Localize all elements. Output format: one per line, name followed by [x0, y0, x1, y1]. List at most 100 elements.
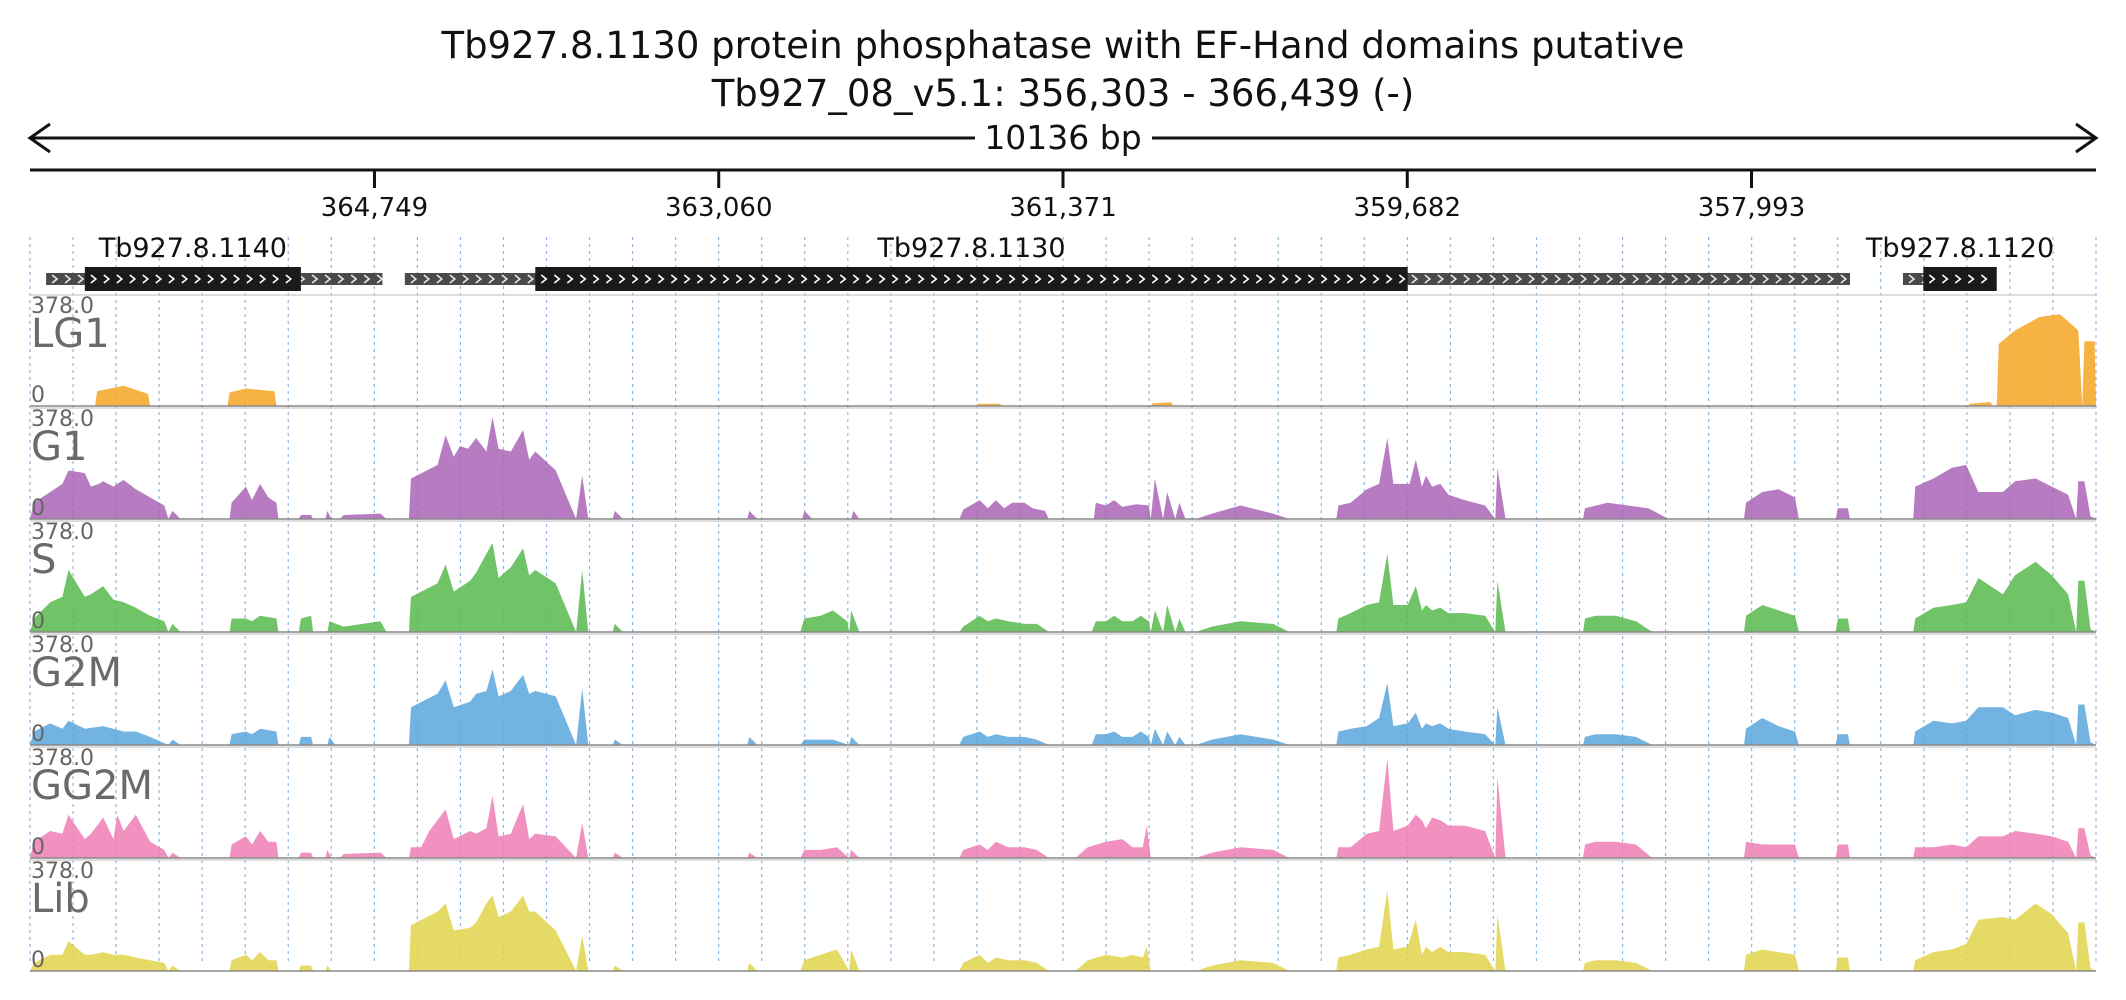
strand-arrow — [904, 274, 912, 284]
strand-arrow — [969, 274, 977, 284]
strand-arrow — [696, 274, 704, 284]
strand-arrow — [1788, 274, 1796, 284]
strand-arrow — [1928, 274, 1936, 284]
strand-arrow — [1333, 274, 1341, 284]
strand-arrow — [129, 274, 137, 284]
strand-arrow — [1541, 274, 1549, 284]
coverage-area-lg1 — [30, 314, 2096, 406]
strand-arrow — [566, 274, 574, 284]
track-scale-min: 0 — [31, 835, 45, 860]
strand-arrow — [259, 274, 267, 284]
strand-arrow — [181, 274, 189, 284]
track-scale-min: 0 — [31, 383, 45, 408]
strand-arrow — [1775, 274, 1783, 284]
gene-cds-arrows-0 — [90, 274, 293, 284]
track-scale-max: 378.0 — [31, 294, 94, 319]
strand-arrow — [246, 274, 254, 284]
strand-arrow — [77, 274, 85, 284]
span-label: 10136 bp — [984, 118, 1141, 157]
track-g1: 378.0 0 G1 — [30, 407, 2096, 521]
strand-arrow — [748, 274, 756, 284]
strand-arrow — [774, 274, 782, 284]
strand-arrow — [1941, 274, 1949, 284]
strand-arrow — [995, 274, 1003, 284]
coverage-area-g2m — [30, 669, 2096, 745]
span-arrow-right-head — [2075, 122, 2099, 154]
strand-arrow — [1749, 274, 1757, 284]
track-name-s: S — [31, 537, 56, 583]
strand-arrow — [1294, 274, 1302, 284]
strand-arrow — [1954, 274, 1962, 284]
strand-arrow — [285, 274, 293, 284]
strand-arrow — [1463, 274, 1471, 284]
strand-arrow — [1281, 274, 1289, 284]
strand-arrow — [488, 274, 496, 284]
strand-arrow — [1645, 274, 1653, 284]
strand-arrow — [1073, 274, 1081, 284]
strand-arrow — [1814, 274, 1822, 284]
strand-arrow — [423, 274, 431, 284]
strand-arrow — [1138, 274, 1146, 284]
strand-arrow — [116, 274, 124, 284]
strand-arrow — [605, 274, 613, 284]
strand-arrow — [709, 274, 717, 284]
strand-arrow — [1372, 274, 1380, 284]
coverage-area-lib — [30, 890, 2096, 971]
track-gg2m: 378.0 0 GG2M — [30, 746, 2096, 860]
strand-arrow — [337, 274, 345, 284]
strand-arrow — [592, 274, 600, 284]
strand-arrow — [51, 274, 59, 284]
track-lib: 378.0 0 Lib — [30, 859, 2096, 973]
strand-arrow — [410, 274, 418, 284]
strand-arrow — [90, 274, 98, 284]
strand-arrow — [514, 274, 522, 284]
strand-arrow — [64, 274, 72, 284]
strand-arrow — [579, 274, 587, 284]
strand-arrow — [1515, 274, 1523, 284]
strand-arrow — [1099, 274, 1107, 284]
strand-arrow — [1437, 274, 1445, 284]
track-scale-max: 378.0 — [31, 407, 94, 432]
strand-arrow — [735, 274, 743, 284]
track-scale-min: 0 — [31, 722, 45, 747]
strand-arrow — [1164, 274, 1172, 284]
gene-cds-arrows-1 — [540, 274, 1406, 284]
strand-arrow — [168, 274, 176, 284]
track-scale-max: 378.0 — [31, 859, 94, 884]
strand-arrow — [363, 274, 371, 284]
strand-arrow — [155, 274, 163, 284]
tick-label-4: 357,993 — [1698, 193, 1806, 223]
strand-arrow — [1216, 274, 1224, 284]
strand-arrow — [1450, 274, 1458, 284]
strand-arrow — [865, 274, 873, 284]
strand-arrow — [644, 274, 652, 284]
strand-arrow — [722, 274, 730, 284]
strand-arrow — [657, 274, 665, 284]
strand-arrow — [376, 274, 384, 284]
strand-arrow — [1801, 274, 1809, 284]
strand-arrow — [800, 274, 808, 284]
span-ruler: 10136 bp — [27, 118, 2099, 157]
strand-arrow — [272, 274, 280, 284]
strand-arrow — [1528, 274, 1536, 284]
strand-arrow — [1359, 274, 1367, 284]
strand-arrow — [1632, 274, 1640, 284]
strand-arrow — [1567, 274, 1575, 284]
track-name-gg2m: GG2M — [31, 763, 153, 809]
chart-subtitle: Tb927_08_v5.1: 356,303 - 366,439 (-) — [711, 72, 1415, 115]
strand-arrow — [553, 274, 561, 284]
tick-label-3: 359,682 — [1353, 193, 1461, 223]
track-scale-max: 378.0 — [31, 520, 94, 545]
strand-arrow — [1736, 274, 1744, 284]
strand-arrow — [350, 274, 358, 284]
track-s: 378.0 0 S — [30, 520, 2096, 634]
strand-arrow — [1229, 274, 1237, 284]
strand-arrow — [839, 274, 847, 284]
strand-arrow — [1424, 274, 1432, 284]
strand-arrow — [1190, 274, 1198, 284]
strand-arrow — [1255, 274, 1263, 284]
strand-arrow — [1697, 274, 1705, 284]
strand-arrow — [1762, 274, 1770, 284]
strand-arrow — [891, 274, 899, 284]
